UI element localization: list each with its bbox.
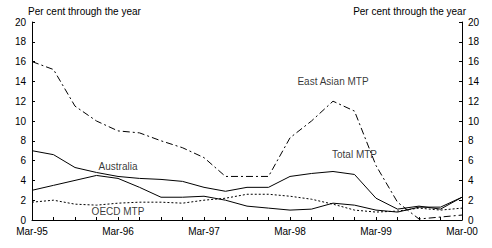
svg-text:20: 20	[15, 17, 27, 28]
svg-text:Per cent through the year: Per cent through the year	[353, 6, 467, 17]
svg-text:0: 0	[20, 215, 26, 226]
svg-text:18: 18	[15, 36, 27, 47]
svg-text:Mar-96: Mar-96	[102, 226, 134, 237]
svg-text:2: 2	[20, 195, 26, 206]
svg-text:Australia: Australia	[99, 161, 138, 172]
svg-text:Mar-00: Mar-00	[446, 226, 478, 237]
svg-text:Mar-95: Mar-95	[16, 226, 48, 237]
svg-text:East Asian MTP: East Asian MTP	[297, 76, 368, 87]
svg-text:14: 14	[468, 76, 480, 87]
svg-text:20: 20	[468, 17, 480, 28]
svg-text:12: 12	[15, 96, 27, 107]
svg-text:16: 16	[468, 56, 480, 67]
svg-text:8: 8	[468, 135, 474, 146]
svg-text:4: 4	[468, 175, 474, 186]
svg-text:10: 10	[15, 116, 27, 127]
svg-text:16: 16	[15, 56, 27, 67]
svg-text:8: 8	[20, 135, 26, 146]
svg-text:18: 18	[468, 36, 480, 47]
svg-text:Mar-98: Mar-98	[274, 226, 306, 237]
svg-text:10: 10	[468, 116, 480, 127]
svg-text:12: 12	[468, 96, 480, 107]
svg-text:Mar-99: Mar-99	[360, 226, 392, 237]
svg-text:OECD MTP: OECD MTP	[92, 206, 145, 217]
svg-text:0: 0	[468, 215, 474, 226]
svg-text:2: 2	[468, 195, 474, 206]
svg-text:Total MTP: Total MTP	[332, 149, 377, 160]
svg-text:6: 6	[468, 155, 474, 166]
svg-text:14: 14	[15, 76, 27, 87]
svg-text:4: 4	[20, 175, 26, 186]
svg-text:Mar-97: Mar-97	[188, 226, 220, 237]
svg-text:6: 6	[20, 155, 26, 166]
svg-text:Per cent through the year: Per cent through the year	[28, 6, 142, 17]
